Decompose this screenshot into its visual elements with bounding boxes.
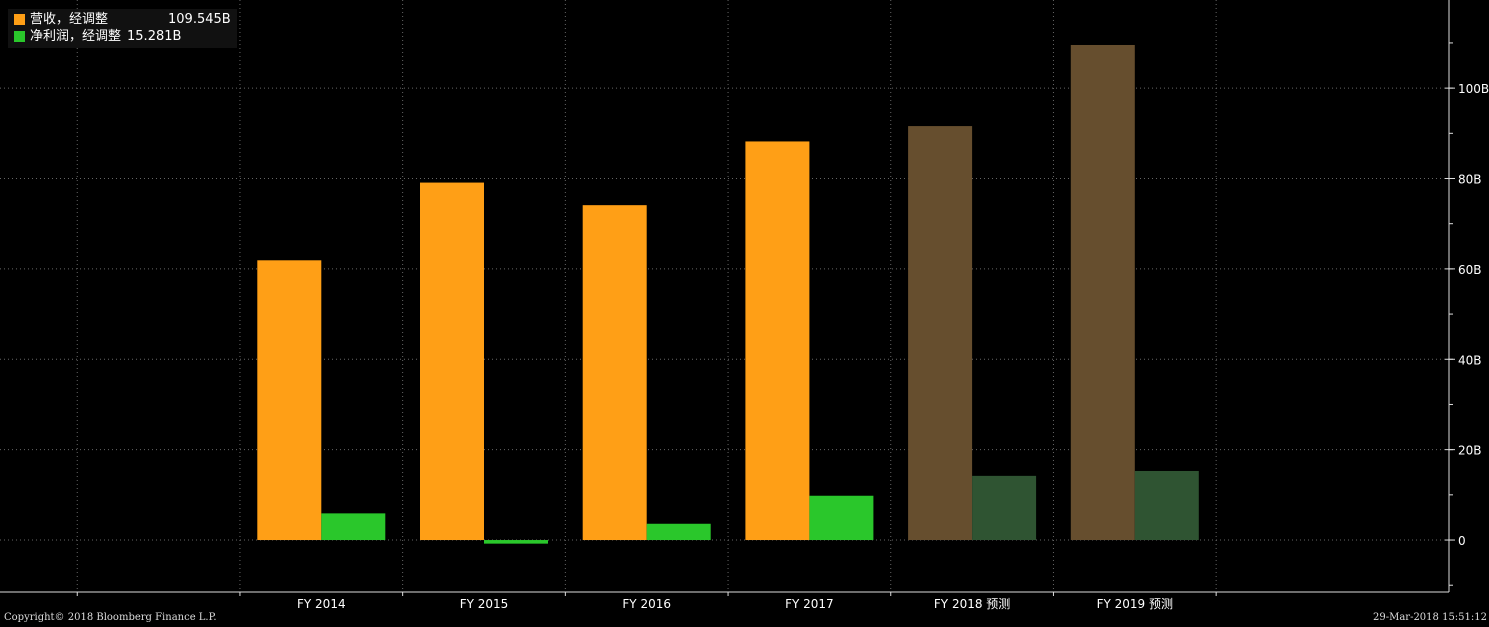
y-tick-label: 60B — [1458, 263, 1482, 277]
legend-label-revenue: 营收，经调整 — [30, 12, 109, 27]
bar-revenue — [257, 260, 322, 541]
bar-net-income — [1134, 470, 1199, 541]
bar-revenue — [420, 182, 484, 541]
bar-net-income — [484, 540, 548, 544]
y-tick-label: 100B — [1458, 82, 1489, 96]
y-tick-label: 80B — [1458, 173, 1482, 187]
bar-net-income — [321, 513, 386, 541]
y-tick-label: 40B — [1458, 353, 1482, 367]
x-tick-label: FY 2019 预测 — [1097, 597, 1173, 610]
x-tick-label: FY 2018 预测 — [934, 597, 1010, 610]
bar-revenue — [1070, 44, 1135, 541]
x-tick-label: FY 2016 — [622, 597, 671, 610]
legend-swatch-net-income — [14, 31, 25, 42]
bar-net-income — [809, 495, 874, 541]
bar-revenue — [745, 141, 810, 541]
legend-value-revenue: 109.545B — [168, 12, 231, 27]
legend-value-net-income: 15.281B — [127, 29, 182, 44]
timestamp-text: 29-Mar-2018 15:51:12 — [1372, 612, 1487, 623]
x-tick-label: FY 2015 — [460, 597, 509, 610]
legend-item-net-income: 净利润，经调整 15.281B — [14, 28, 231, 45]
bar-revenue — [908, 126, 973, 541]
y-tick-label: 20B — [1458, 444, 1482, 458]
legend: 营收，经调整 109.545B 净利润，经调整 15.281B — [8, 9, 237, 48]
x-tick-label: FY 2017 — [785, 597, 834, 610]
bar-net-income — [972, 475, 1037, 541]
legend-label-net-income: 净利润，经调整 — [30, 29, 122, 44]
x-tick-label: FY 2014 — [297, 597, 346, 610]
bar-chart: FY 2014 FY 2015 FY 2016 FY 2017 FY 2018 预测 FY… — [0, 0, 1489, 610]
copyright-text: Copyright© 2018 Bloomberg Finance L.P. — [4, 612, 217, 623]
bar-revenue — [582, 205, 647, 541]
legend-item-revenue: 营收，经调整 109.545B — [14, 11, 231, 28]
y-tick-label: 0 — [1458, 534, 1466, 548]
legend-swatch-revenue — [14, 14, 25, 25]
bar-net-income — [646, 523, 711, 541]
